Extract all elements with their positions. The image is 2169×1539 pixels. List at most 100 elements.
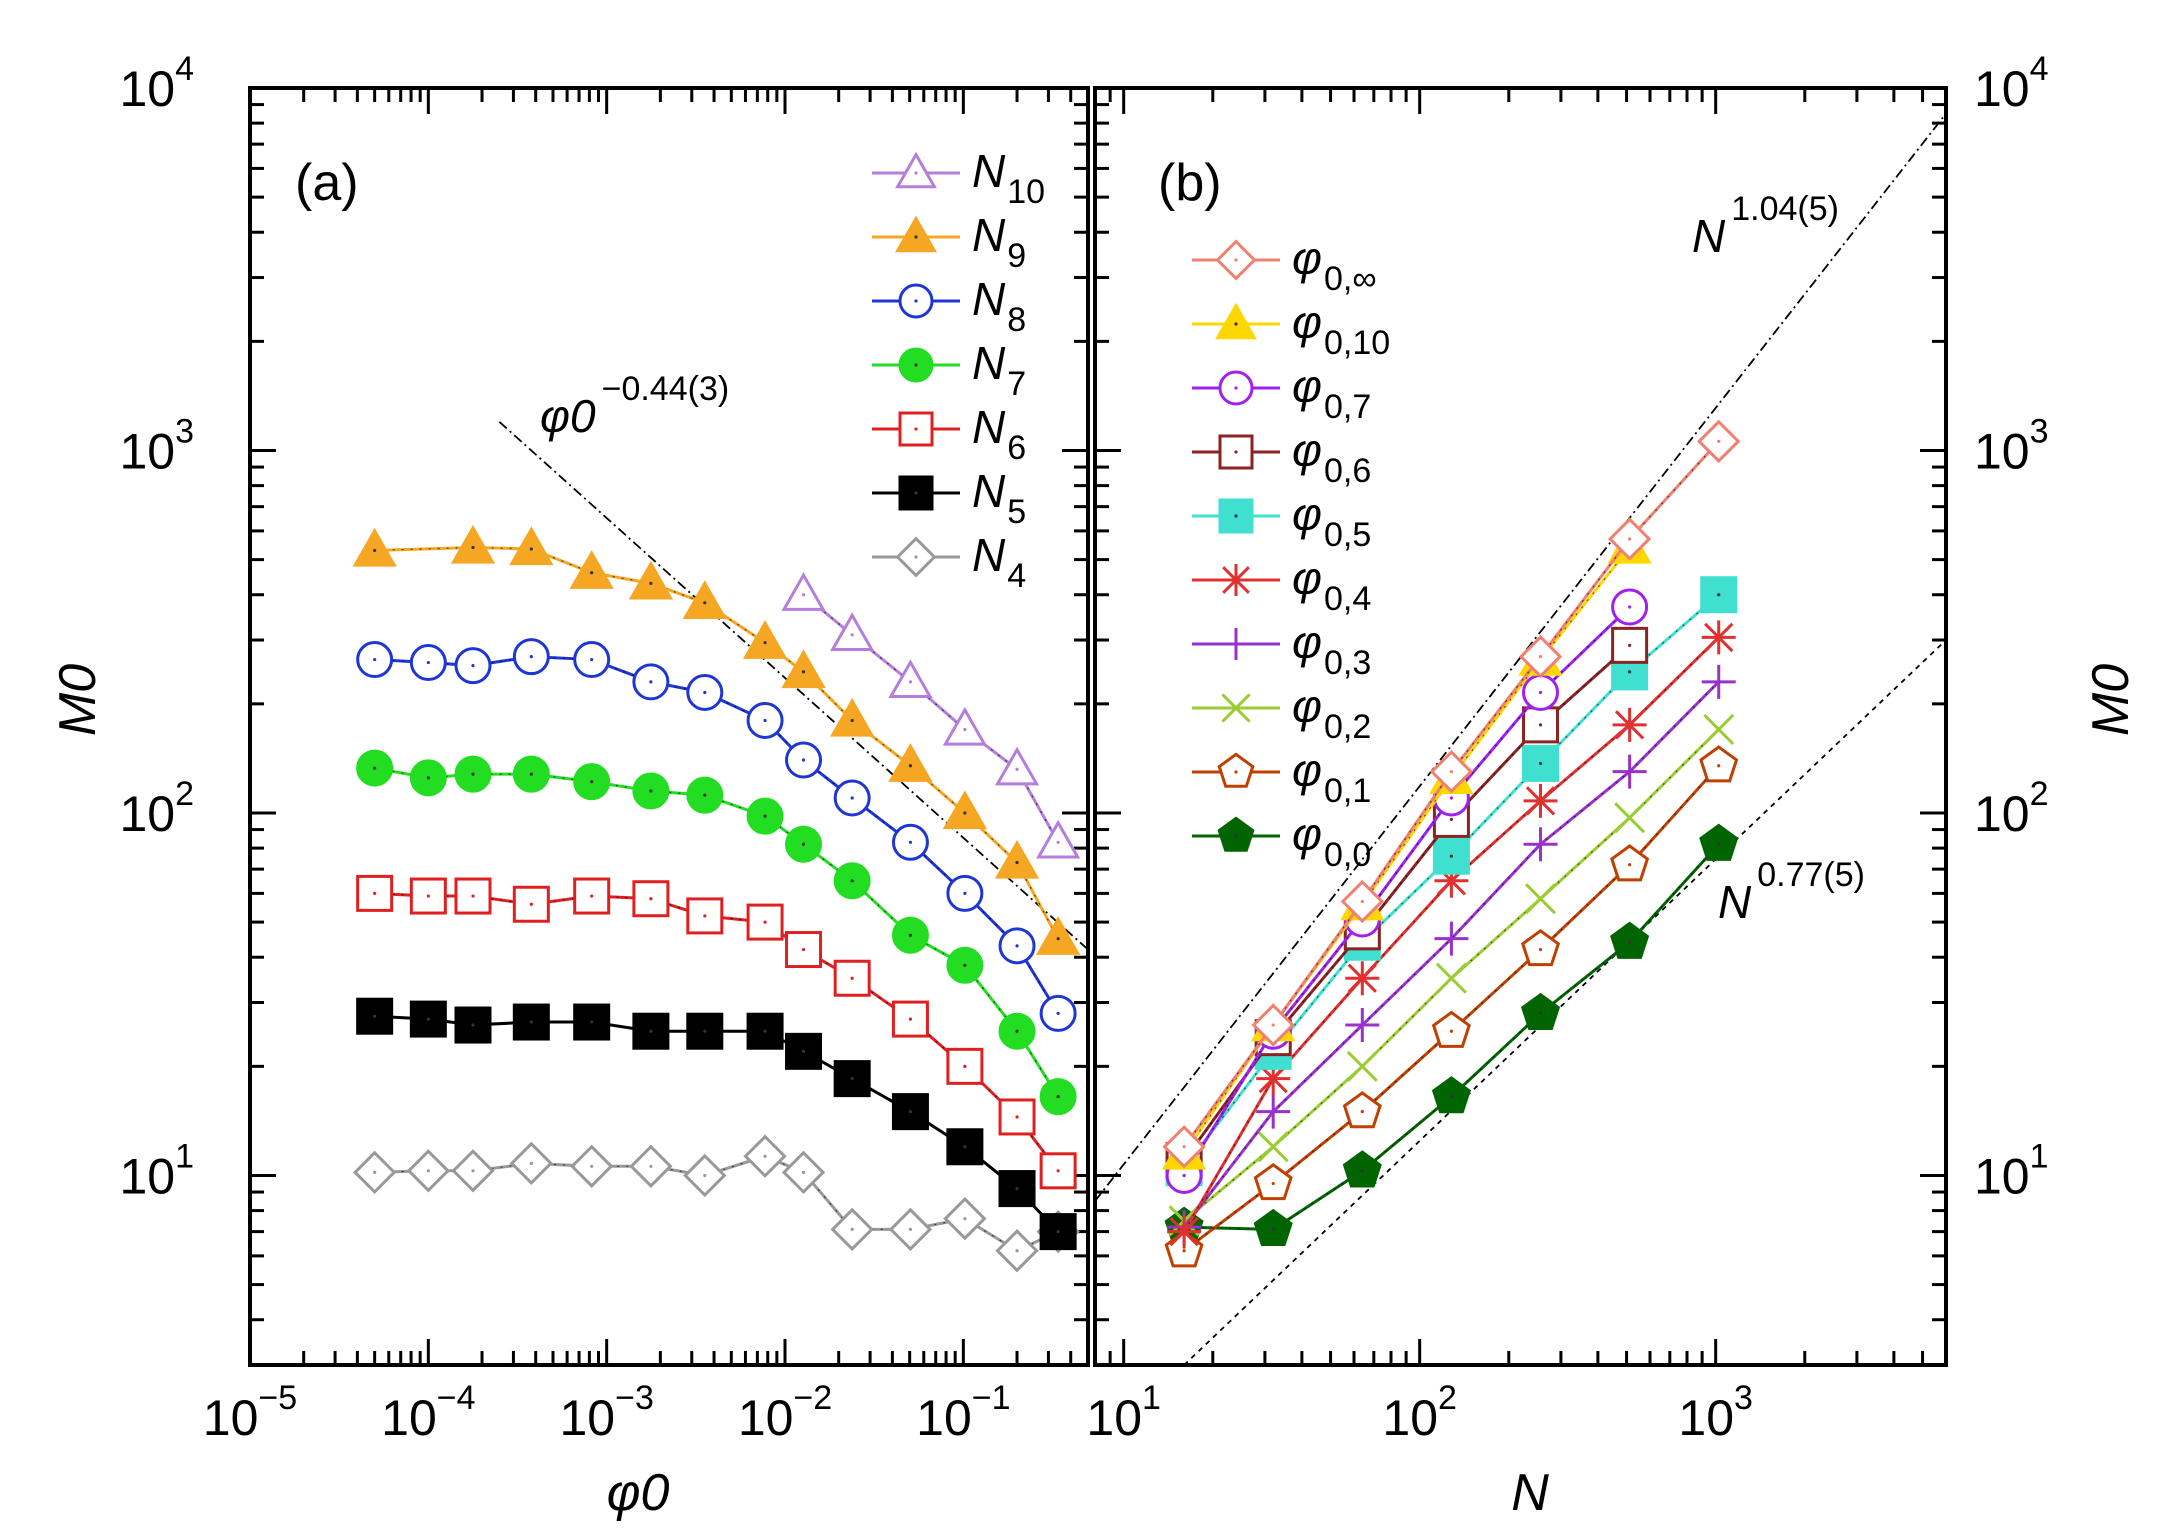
panel-a-point-6-10-center bbox=[908, 1227, 913, 1231]
panel-a-point-2-13-center bbox=[1056, 1011, 1060, 1015]
panel-a-point-2-3-center bbox=[529, 655, 533, 659]
panel-b-point-9-3-center bbox=[1449, 1095, 1454, 1099]
panel-a-legend-label-4: N6 bbox=[972, 401, 1026, 467]
panel-a-point-1-6 bbox=[742, 620, 788, 659]
panel-b-legend-marker-1-center bbox=[1234, 322, 1238, 326]
panel-a-point-1-2-center bbox=[529, 547, 533, 551]
panel-a-xtick-label-1: 10−4 bbox=[381, 1379, 475, 1446]
panel-b-legend-item-1: φ0,10 bbox=[1192, 296, 1390, 362]
panel-a-point-1-9-center bbox=[908, 764, 913, 768]
panel-a-point-6-11-center bbox=[963, 1217, 967, 1221]
panel-b-legend-label-base-6: φ bbox=[1292, 616, 1322, 668]
panel-a-legend-label-2: N8 bbox=[972, 273, 1026, 339]
panel-b-series-line-2 bbox=[1182, 605, 1631, 1177]
panel-a-ytick-label-2-exponent: 3 bbox=[175, 412, 194, 450]
panel-a-point-4-2-center bbox=[471, 894, 475, 898]
panel-b-xtick-label-2-base: 10 bbox=[1678, 1390, 1734, 1446]
panel-a-point-5-5-center bbox=[649, 1029, 653, 1033]
panel-b-label: (b) bbox=[1158, 154, 1222, 212]
panel-b-ytick-label-1: 102 bbox=[1974, 775, 2049, 842]
panel-a-point-6-3-center bbox=[529, 1161, 533, 1165]
panel-a-legend-label-sub-4: 6 bbox=[1007, 429, 1026, 467]
panel-b-xtick-label-1: 102 bbox=[1382, 1379, 1457, 1446]
panel-b-fit-1-exponent: 1.04(5) bbox=[1731, 190, 1839, 228]
panel-a-point-1-1-center bbox=[471, 545, 475, 550]
panel-a-point-6-5-center bbox=[649, 1164, 653, 1168]
panel-b-series-φ0,4 bbox=[1167, 620, 1736, 1249]
panel-a-legend-marker-3-center bbox=[914, 363, 918, 367]
panel-a-xtick-label-4-exponent: −1 bbox=[972, 1379, 1011, 1417]
panel-a-point-0-5-center bbox=[1056, 840, 1060, 844]
panel-a-point-3-12-center bbox=[1015, 1029, 1019, 1033]
panel-a-point-2-6-center bbox=[703, 690, 707, 695]
panel-b-point-4-4-center bbox=[1538, 761, 1543, 766]
panel-b-legend-marker-1 bbox=[1215, 302, 1257, 340]
panel-b-point-0-6-center bbox=[1717, 439, 1721, 443]
panel-b-legend-label-sub-0: 0,∞ bbox=[1324, 260, 1377, 298]
panel-a-point-0-2-center bbox=[908, 680, 913, 684]
panel-a-point-1-10-center bbox=[963, 811, 967, 815]
panel-a-point-3-13-center bbox=[1056, 1095, 1060, 1099]
panel-a-legend-item-3: N7 bbox=[872, 337, 1026, 403]
panel-b-legend-label-sub-6: 0,3 bbox=[1324, 644, 1371, 682]
panel-b-point-0-3-center bbox=[1449, 770, 1454, 774]
panel-a-point-1-4 bbox=[628, 560, 674, 600]
panel-a-legend-marker-2-center bbox=[914, 299, 918, 303]
panel-a-xtick-label-1-base: 10 bbox=[381, 1390, 437, 1446]
panel-a-legend-marker-4-center bbox=[914, 427, 918, 431]
panel-a-ytick-label-0-exponent: 1 bbox=[175, 1137, 194, 1175]
panel-b-point-8-1-center bbox=[1271, 1181, 1275, 1186]
panel-a-point-4-7-center bbox=[763, 920, 767, 924]
panel-a-point-0-1 bbox=[830, 612, 875, 652]
panel-a-xtick-label-3: 10−2 bbox=[738, 1379, 832, 1446]
panel-a-point-5-12-center bbox=[1015, 1186, 1019, 1191]
panel-a-legend-marker-1-center bbox=[914, 235, 918, 239]
panel-a-point-6-12-center bbox=[1015, 1249, 1019, 1253]
panel-a-point-3-4-center bbox=[590, 780, 594, 784]
panel-b-series-line-1 bbox=[1182, 546, 1631, 1155]
panel-a-point-5-11-center bbox=[963, 1145, 967, 1149]
panel-a-point-5-2 bbox=[454, 1006, 492, 1044]
panel-a-legend-label-3: N7 bbox=[972, 337, 1026, 403]
panel-b-point-7-2-center bbox=[1360, 1064, 1364, 1068]
panel-a-xlabel: φ0 bbox=[607, 1464, 670, 1522]
panel-b-series-dotted-3 bbox=[1183, 644, 1631, 1161]
panel-a-point-0-5 bbox=[1035, 819, 1081, 859]
panel-a-point-6-9-center bbox=[850, 1227, 854, 1231]
panel-a-point-3-11-center bbox=[963, 963, 967, 967]
panel-b-point-8-3-center bbox=[1449, 1029, 1454, 1033]
panel-a-ytick-label-2: 103 bbox=[119, 412, 194, 479]
panel-b-ytick-label-2: 103 bbox=[1974, 412, 2049, 479]
panel-b-legend-label-base-9: φ bbox=[1292, 808, 1322, 860]
panel-a-point-1-11-center bbox=[1015, 860, 1019, 865]
panel-b-legend-item-6: φ0,3 bbox=[1192, 616, 1371, 682]
panel-a-point-0-0 bbox=[781, 572, 826, 611]
panel-a-point-6-0-center bbox=[373, 1170, 377, 1174]
panel-b-series bbox=[1161, 419, 1741, 1268]
panel-a-point-4-8-center bbox=[801, 947, 806, 952]
panel-b-legend-marker-6-center bbox=[1234, 642, 1238, 646]
panel-b-point-5-5-center bbox=[1628, 723, 1632, 727]
panel-b-xtick-label-0-base: 10 bbox=[1086, 1390, 1142, 1446]
panel-a-point-2-2-center bbox=[471, 664, 475, 668]
panel-b-point-9-1 bbox=[1253, 1208, 1293, 1247]
panel-a-ytick-label-2-base: 10 bbox=[119, 423, 175, 479]
panel-a-point-2-7-center bbox=[763, 718, 767, 723]
panel-b-point-0-0-center bbox=[1182, 1145, 1186, 1149]
panel-a-point-0-3 bbox=[942, 706, 988, 746]
panel-a-point-1-8 bbox=[830, 697, 875, 737]
panel-b-legend-item-4: φ0,5 bbox=[1192, 488, 1371, 554]
panel-a-series-N10 bbox=[781, 572, 1081, 859]
panel-a-xtick-label-2-base: 10 bbox=[559, 1390, 615, 1446]
panel-a-xtick-label-0-base: 10 bbox=[203, 1390, 259, 1446]
panel-b-legend-label-sub-7: 0,2 bbox=[1324, 708, 1371, 746]
panel-b-ytick-label-0-exponent: 1 bbox=[2030, 1137, 2049, 1175]
panel-b-ytick-label-3: 104 bbox=[1974, 50, 2049, 117]
panel-a-ytick-label-1-exponent: 2 bbox=[175, 775, 194, 813]
panel-a-xtick-label-0-exponent: −5 bbox=[258, 1379, 297, 1417]
panel-a-legend-label-0: N10 bbox=[972, 145, 1045, 211]
panel-a-xtick-label-3-exponent: −2 bbox=[793, 1379, 832, 1417]
panel-a-point-1-12-center bbox=[1056, 937, 1060, 941]
panel-a-point-5-10-center bbox=[908, 1110, 913, 1114]
panel-a-legend-label-base-3: N bbox=[972, 337, 1006, 389]
